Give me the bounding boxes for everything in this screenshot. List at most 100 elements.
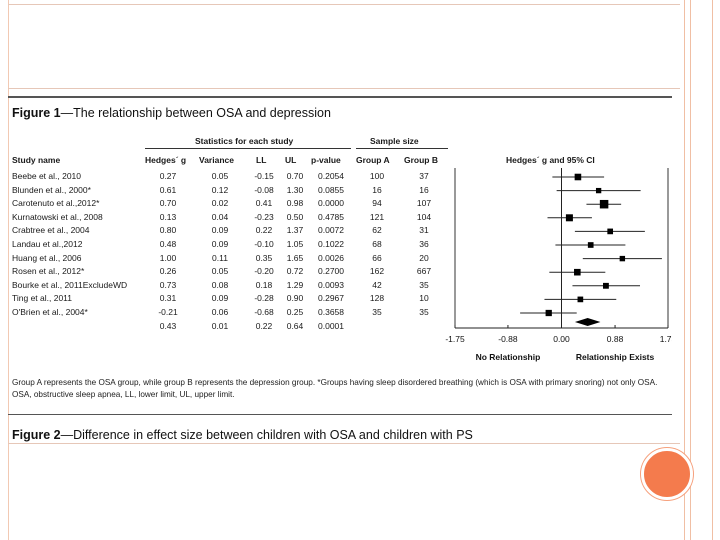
x-label-no-relationship: No Relationship — [476, 352, 541, 362]
cell-g: 0.61 — [159, 184, 177, 195]
cell-p: 0.1022 — [318, 239, 344, 249]
col-p-value: p-value — [311, 155, 341, 165]
cell-ll: 0.18 — [255, 279, 273, 290]
cell-ll: -0.28 — [254, 293, 274, 304]
effect-marker — [619, 255, 626, 262]
x-tick-label: -1.75 — [445, 334, 465, 344]
slide-left-border — [0, 0, 9, 540]
slide-top-rule — [8, 4, 680, 5]
cell-var: 0.08 — [211, 279, 229, 290]
statistics-header: Statistics for each study — [195, 136, 294, 146]
cell-var: 0.12 — [211, 184, 229, 195]
cell-g: 0.13 — [159, 211, 177, 222]
cell-a: 128 — [369, 293, 385, 304]
cell-a: 42 — [372, 279, 382, 290]
cell-study: Bourke et al., 2011ExcludeWD — [12, 279, 128, 290]
cell-ul: 0.90 — [286, 293, 304, 304]
forest-plot: -1.75 -0.88 0.00 0.88 1.75 No Relationship Rel… — [445, 168, 672, 362]
cell-ll: -0.08 — [254, 184, 274, 195]
cell-b: 35 — [419, 279, 429, 290]
cell-study: Blunden et al., 2000* — [12, 184, 91, 195]
effect-marker — [603, 282, 609, 289]
slide-divider — [8, 88, 680, 89]
cell-b: 36 — [419, 239, 429, 249]
forest-plot-title: Hedges´ g and 95% CI — [506, 155, 595, 165]
col-variance: Variance — [199, 155, 234, 165]
cell-b: 20 — [419, 252, 429, 263]
figure-1-title: Figure 1—The relationship between OSA an… — [12, 106, 331, 120]
cell-p: 0.2700 — [318, 266, 344, 277]
x-tick-label: 0.00 — [553, 334, 570, 344]
cell-var: 0.05 — [211, 171, 229, 181]
cell-g: 1.00 — [159, 252, 177, 263]
cell-a: 100 — [369, 171, 385, 181]
sample-size-header-rule — [356, 148, 448, 149]
cell-g: 0.26 — [159, 266, 177, 277]
summary-diamond — [574, 318, 601, 326]
slide-right-decoration — [680, 0, 720, 540]
cell-b: 35 — [419, 307, 429, 317]
effect-marker — [599, 199, 609, 209]
cell-b: 10 — [419, 293, 429, 304]
effect-marker — [565, 214, 573, 222]
cell-ul: 1.05 — [286, 239, 304, 249]
col-ul: UL — [285, 155, 297, 165]
cell-g: 0.73 — [159, 279, 177, 290]
cell-b: 37 — [419, 171, 429, 181]
cell-var: 0.02 — [211, 198, 229, 209]
cell-ul: 0.98 — [286, 198, 304, 209]
cell-a: 35 — [372, 307, 382, 317]
cell-g: -0.21 — [158, 307, 178, 317]
col-group-b: Group B — [404, 155, 438, 165]
cell-study: Kurnatowski et al., 2008 — [12, 211, 103, 222]
cell-p: 0.0026 — [318, 252, 344, 263]
cell-p: 0.0093 — [318, 279, 344, 290]
summary-p-value: 0.0001 — [318, 321, 344, 331]
cell-study: Ting et al., 2011 — [12, 293, 73, 304]
cell-p: 0.0072 — [318, 225, 344, 236]
cell-ll: -0.68 — [254, 307, 274, 317]
summary-ll: 0.22 — [255, 321, 273, 331]
summary-hedges-g: 0.43 — [159, 321, 177, 331]
cell-ll: 0.41 — [255, 198, 273, 209]
figure-1-caption: Group A represents the OSA group, while … — [12, 378, 658, 399]
cell-ul: 0.50 — [286, 211, 304, 222]
cell-var: 0.09 — [211, 293, 229, 304]
figure-2-title-text: —Difference in effect size between child… — [60, 428, 473, 442]
statistics-header-rule — [145, 148, 351, 149]
x-tick-label: 1.75 — [660, 334, 672, 344]
effect-marker — [607, 228, 614, 235]
cell-p: 0.4785 — [318, 211, 344, 222]
effect-marker — [545, 309, 552, 317]
cell-p: 0.3658 — [318, 307, 344, 317]
cell-b: 107 — [416, 198, 432, 209]
effect-marker — [574, 268, 581, 276]
orange-circle-decoration — [641, 448, 693, 500]
cell-b: 104 — [416, 211, 432, 222]
cell-a: 68 — [372, 239, 382, 249]
summary-variance: 0.01 — [211, 321, 229, 331]
effect-marker — [574, 173, 582, 181]
figure-top-rule — [8, 96, 672, 98]
figure-2-label: Figure 2 — [12, 428, 61, 442]
cell-study: Rosen et al., 2012* — [12, 266, 85, 277]
cell-ul: 0.70 — [286, 171, 304, 181]
cell-ll: -0.15 — [254, 171, 274, 181]
cell-ul: 0.72 — [286, 266, 304, 277]
cell-var: 0.09 — [211, 225, 229, 236]
cell-ul: 1.29 — [286, 279, 304, 290]
cell-b: 667 — [416, 266, 432, 277]
cell-g: 0.48 — [159, 239, 177, 249]
cell-ll: -0.10 — [254, 239, 274, 249]
cell-b: 31 — [419, 225, 429, 236]
figure-2-title: Figure 2—Difference in effect size betwe… — [12, 428, 473, 442]
cell-a: 16 — [372, 184, 382, 195]
x-tick-label: -0.88 — [498, 334, 518, 344]
cell-ul: 1.37 — [286, 225, 304, 236]
figure-1-title-text: —The relationship between OSA and depres… — [60, 106, 331, 120]
figure-bottom-rule — [8, 414, 672, 415]
cell-a: 162 — [369, 266, 385, 277]
cell-p: 0.2967 — [318, 293, 344, 304]
effect-marker — [595, 187, 602, 194]
cell-ll: 0.22 — [255, 225, 273, 236]
